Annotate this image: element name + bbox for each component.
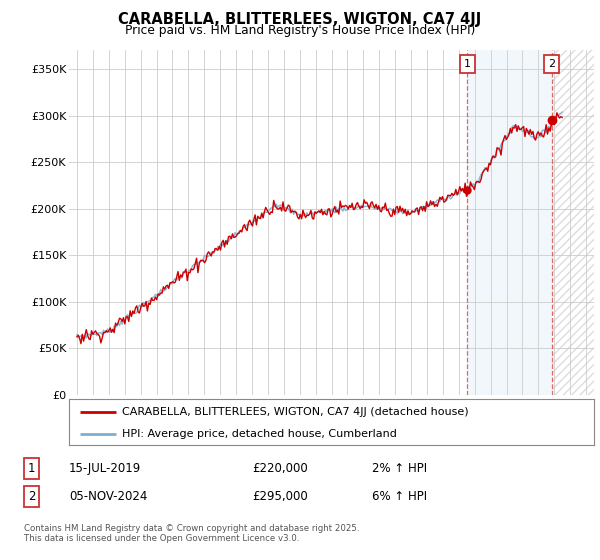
Text: 15-JUL-2019: 15-JUL-2019: [69, 462, 141, 475]
Text: £220,000: £220,000: [252, 462, 308, 475]
Text: 2: 2: [548, 59, 556, 69]
Text: HPI: Average price, detached house, Cumberland: HPI: Average price, detached house, Cumb…: [121, 429, 397, 438]
Text: 2: 2: [28, 490, 35, 503]
Text: CARABELLA, BLITTERLEES, WIGTON, CA7 4JJ (detached house): CARABELLA, BLITTERLEES, WIGTON, CA7 4JJ …: [121, 407, 468, 417]
Bar: [552, 50, 594, 395]
Text: 1: 1: [28, 462, 35, 475]
Text: Price paid vs. HM Land Registry's House Price Index (HPI): Price paid vs. HM Land Registry's House …: [125, 24, 475, 37]
Text: £295,000: £295,000: [252, 490, 308, 503]
Text: CARABELLA, BLITTERLEES, WIGTON, CA7 4JJ: CARABELLA, BLITTERLEES, WIGTON, CA7 4JJ: [118, 12, 482, 27]
Text: 2% ↑ HPI: 2% ↑ HPI: [372, 462, 427, 475]
Bar: [552, 50, 594, 395]
Text: 05-NOV-2024: 05-NOV-2024: [69, 490, 148, 503]
Bar: [467, 50, 552, 395]
Text: Contains HM Land Registry data © Crown copyright and database right 2025.
This d: Contains HM Land Registry data © Crown c…: [24, 524, 359, 543]
Text: 6% ↑ HPI: 6% ↑ HPI: [372, 490, 427, 503]
Text: 1: 1: [464, 59, 471, 69]
